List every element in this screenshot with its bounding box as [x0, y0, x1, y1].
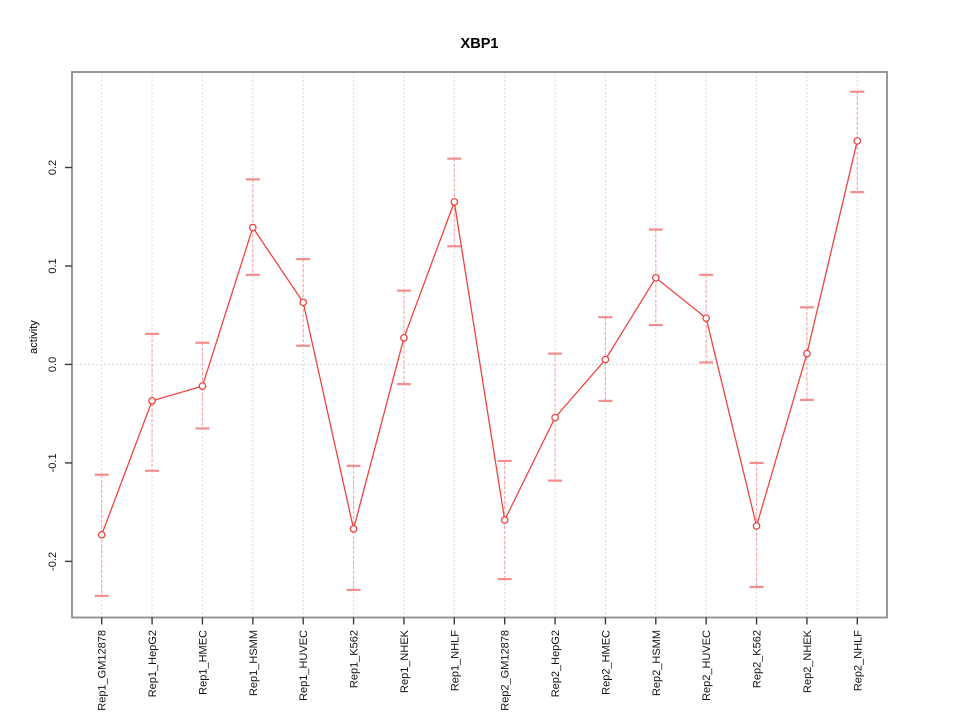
x-tick-label: Rep1_HepG2 [147, 630, 159, 697]
y-tick-label: 0.2 [47, 160, 59, 175]
x-tick-label: Rep2_HepG2 [550, 630, 562, 697]
y-tick-label: -0.1 [47, 453, 59, 472]
x-tick-label: Rep1_K562 [349, 630, 361, 688]
x-tick-label: Rep1_NHEK [399, 629, 411, 693]
x-tick-label: Rep2_GM12878 [500, 630, 512, 711]
plot-frame [71, 71, 888, 619]
x-tick-label: Rep2_NHLF [852, 630, 864, 691]
data-point [97, 530, 106, 539]
x-tick-label: Rep2_HSMM [651, 630, 663, 696]
x-tick-label: Rep1_HSMM [248, 630, 260, 696]
data-point [450, 198, 459, 206]
data-point [551, 413, 559, 422]
data-point [400, 334, 408, 342]
x-tick-label: Rep2_K562 [752, 630, 764, 688]
data-point [198, 382, 207, 390]
y-axis-label: activity [28, 320, 40, 354]
x-tick-label: Rep2_HMEC [600, 630, 612, 695]
data-point [601, 355, 610, 364]
y-tick-label: -0.2 [47, 552, 59, 571]
y-tick-label: 0.0 [47, 357, 59, 372]
data-point [853, 137, 862, 145]
data-point [702, 314, 711, 323]
x-tick-label: Rep1_GM12878 [97, 630, 109, 711]
x-tick-label: Rep2_HUVEC [701, 630, 713, 701]
data-point [651, 273, 660, 282]
data-point [148, 397, 156, 405]
data-point [500, 516, 509, 524]
data-point [752, 522, 761, 530]
x-tick-label: Rep1_HUVEC [298, 630, 310, 701]
x-tick-label: Rep1_HMEC [197, 630, 209, 695]
data-point [299, 298, 308, 307]
data-point [248, 223, 257, 232]
data-point [349, 525, 358, 533]
series-line [101, 140, 858, 536]
chart-title: XBP1 [460, 36, 499, 52]
x-tick-label: Rep2_NHEK [802, 629, 814, 693]
x-tick-label: Rep1_NHLF [449, 630, 461, 691]
data-point [803, 349, 811, 358]
y-tick-label: 0.1 [47, 258, 59, 273]
